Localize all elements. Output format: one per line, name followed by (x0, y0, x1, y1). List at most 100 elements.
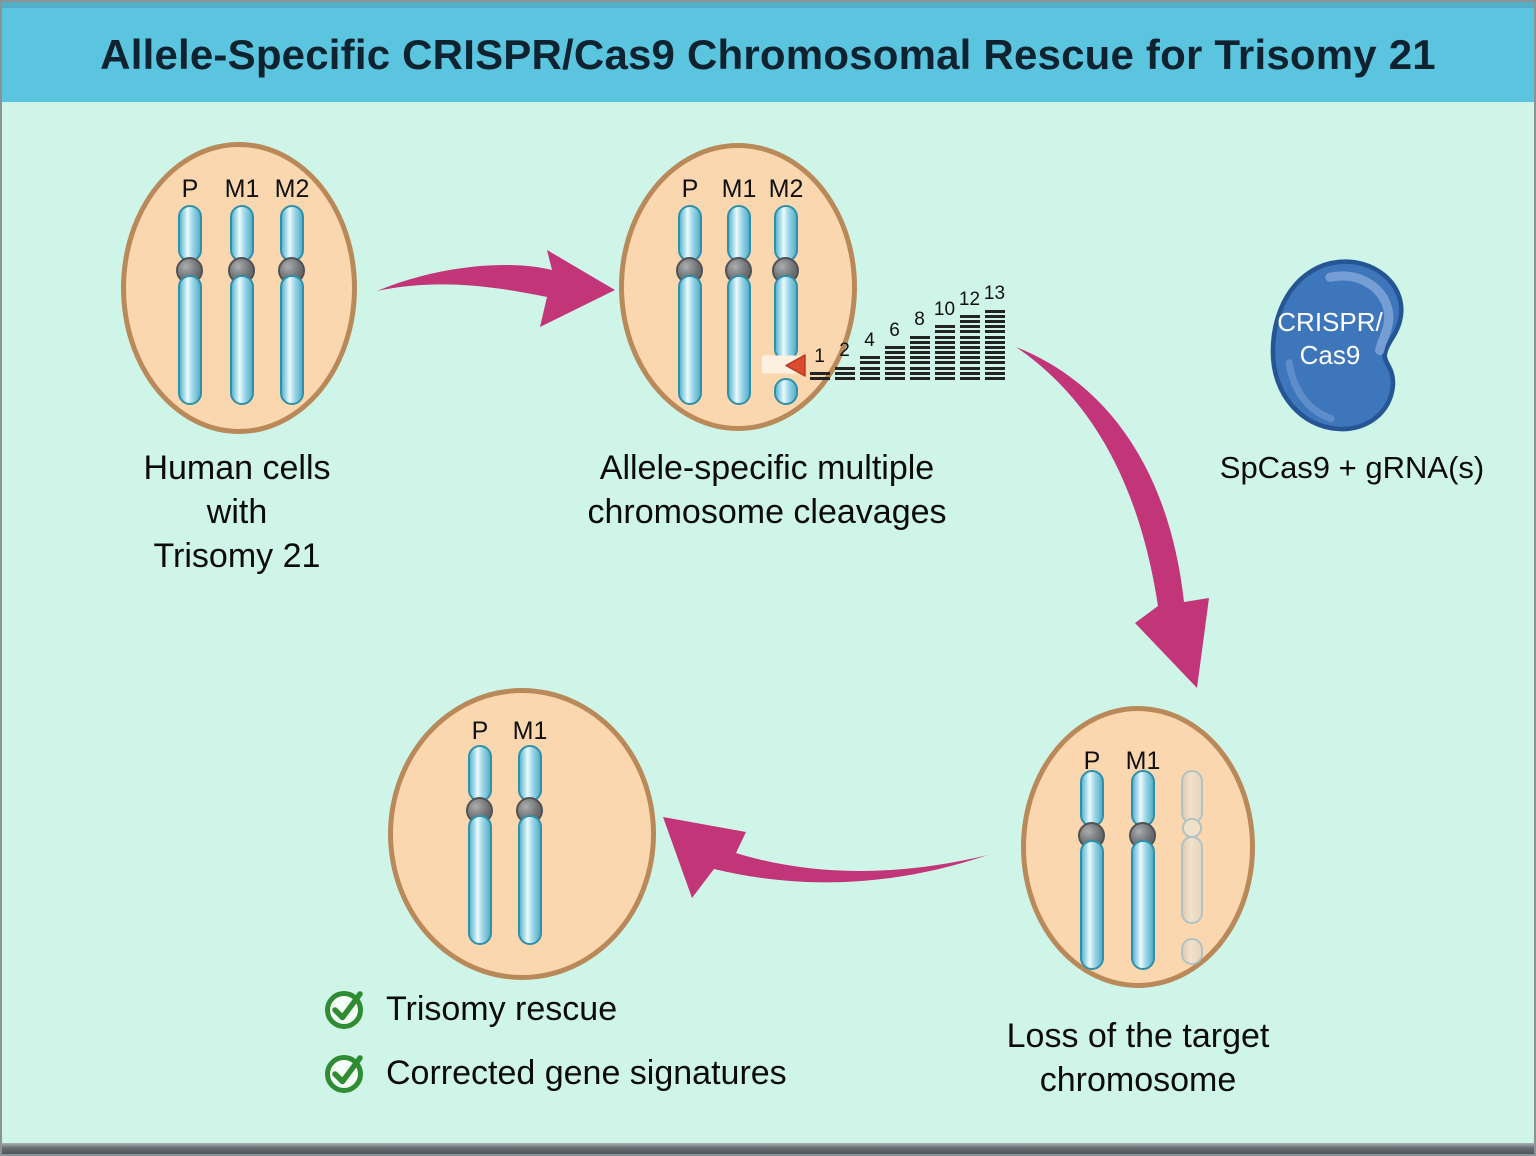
ladder-stack-label: 6 (889, 319, 900, 341)
ladder-stack-label: 2 (839, 340, 850, 362)
fragment-dash (909, 371, 930, 375)
fragment-dash (984, 325, 1005, 329)
spcas9-grna-caption: SpCas9 + gRNA(s) (1219, 450, 1485, 485)
ladder-stack-label: 12 (958, 288, 981, 310)
check-icon (325, 991, 363, 1029)
caption-loss: Loss of the target chromosome (1006, 1017, 1270, 1099)
fragment-dash (909, 345, 930, 349)
outcome-trisomy-rescue: Trisomy rescue (323, 986, 617, 1032)
chromosome-label-p: P (681, 175, 699, 203)
chromosome-label-p: P (181, 175, 199, 203)
fragment-dash (984, 345, 1005, 349)
ladder-stack-12: 12 (958, 290, 981, 380)
ladder-stack-6: 6 (883, 321, 906, 380)
arrow-step1-icon (377, 250, 615, 327)
fragment-dash (934, 366, 955, 370)
fragment-dash (934, 325, 955, 329)
ladder-stack-label: 4 (864, 330, 875, 352)
fragment-dash (834, 366, 855, 370)
chromosome-p (466, 745, 493, 945)
fragment-dash (984, 377, 1005, 380)
chromosome-m1 (516, 745, 543, 945)
fragment-dash (959, 335, 980, 339)
fragment-dash (959, 325, 980, 329)
chromosome-label-p: P (1083, 747, 1101, 775)
fragment-dash (859, 356, 880, 360)
arrow-step3-icon (663, 817, 988, 898)
chromosome-m1 (1129, 770, 1156, 970)
chromosome-m2 (278, 205, 305, 405)
arrow-step2-icon (1016, 347, 1209, 688)
chromosome-label-m1: M1 (224, 175, 260, 203)
fragment-dash (984, 371, 1005, 375)
fragment-dash (859, 371, 880, 375)
chromosome-label-p: P (471, 717, 489, 745)
fragment-dash (909, 356, 930, 360)
fragment-dash (984, 361, 1005, 365)
fragment-dash (909, 340, 930, 344)
chromosome-p (176, 205, 203, 405)
ladder-stack-4: 4 (858, 331, 881, 380)
cas9-protein-icon: CRISPR/ Cas9 (1266, 258, 1410, 436)
fragment-dash (984, 366, 1005, 370)
fragment-dash (984, 351, 1005, 355)
cas9-bean-shape (1270, 259, 1404, 432)
fragment-dash (959, 361, 980, 365)
outcome-label: Trisomy rescue (386, 989, 618, 1028)
ladder-stack-10: 10 (933, 300, 956, 380)
fragment-dash (809, 377, 830, 380)
caption-trisomy-cell: Human cells with Trisomy 21 (143, 449, 331, 575)
chromosome-label-m1: M1 (721, 175, 757, 203)
fragment-dash (934, 377, 955, 380)
fragment-dash (984, 309, 1005, 313)
ladder-stack-8: 8 (908, 310, 931, 380)
fragment-dash (959, 351, 980, 355)
fragment-dash (884, 371, 905, 375)
fragment-dash (934, 371, 955, 375)
fragment-dash (934, 351, 955, 355)
outcome-label: Corrected gene signatures (386, 1053, 787, 1092)
fragment-dash (834, 371, 855, 375)
fragment-dash (984, 319, 1005, 323)
outcome-corrected-signatures: Corrected gene signatures (323, 1050, 787, 1096)
fragment-dash (959, 314, 980, 318)
fragment-dash (859, 377, 880, 380)
fragment-dash (984, 314, 1005, 318)
cas9-blob-label: CRISPR/ Cas9 (1277, 307, 1383, 370)
fragment-dash (984, 330, 1005, 334)
figure-title: Allele-Specific CRISPR/Cas9 Chromosomal … (100, 31, 1436, 78)
check-icon (325, 1055, 363, 1093)
fragment-dash (909, 377, 930, 380)
title-banner: Allele-Specific CRISPR/Cas9 Chromosomal … (2, 2, 1534, 102)
chromosome-m1 (228, 205, 255, 405)
fragment-dash (934, 335, 955, 339)
fragment-dash (959, 356, 980, 360)
cell-cleaved: P M1 M2 (619, 143, 857, 431)
fragment-dash (809, 371, 830, 375)
fragment-dash (834, 377, 855, 380)
fragment-dash (959, 345, 980, 349)
fragment-dash (884, 366, 905, 370)
fragment-dash (859, 366, 880, 370)
fragment-dash (959, 377, 980, 380)
ladder-stack-1: 1 (808, 347, 831, 380)
fragment-dash (909, 351, 930, 355)
fragment-dash (934, 361, 955, 365)
ladder-stack-2: 2 (833, 341, 856, 380)
fragment-dash (884, 351, 905, 355)
chromosome-m1 (725, 205, 752, 405)
chromosome-p (1078, 770, 1105, 970)
chromosome-label-m2: M2 (274, 175, 310, 203)
fragment-dash (909, 361, 930, 365)
fragment-dash (959, 340, 980, 344)
chromosome-p (676, 205, 703, 405)
fragment-dash (859, 361, 880, 365)
cell-chromosome-loss: P M1 (1021, 706, 1255, 988)
chromosome-label-m1: M1 (512, 717, 548, 745)
chromosome-m2-degrading (1181, 770, 1203, 965)
fragment-dash (934, 345, 955, 349)
fragment-dash (884, 356, 905, 360)
cell-trisomy21: P M1 M2 (121, 142, 357, 434)
caption-cleavage: Allele-specific multiple chromosome clea… (587, 449, 947, 531)
